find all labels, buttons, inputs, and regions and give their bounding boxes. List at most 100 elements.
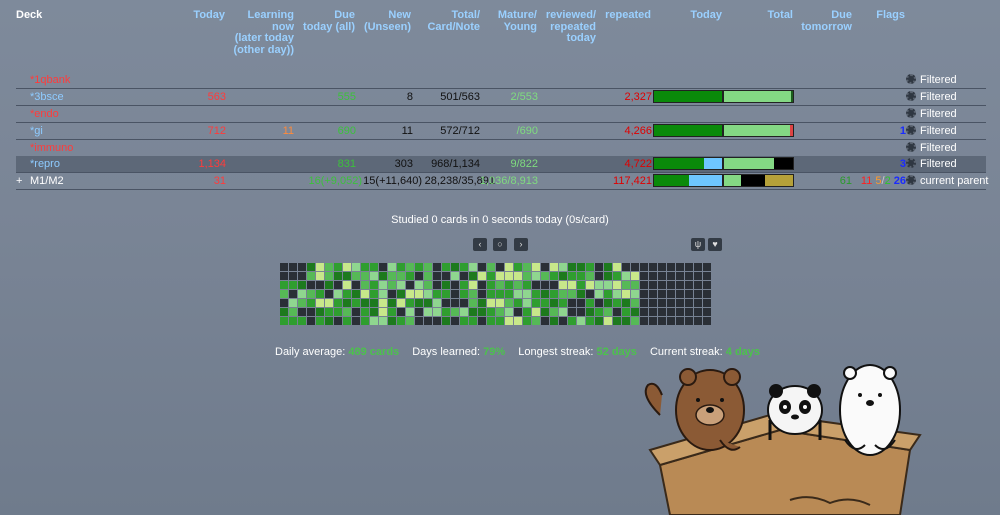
heatmap-cell[interactable]	[577, 281, 585, 289]
heatmap-cell[interactable]	[703, 299, 711, 307]
heatmap-cell[interactable]	[577, 272, 585, 280]
heatmap-cell[interactable]	[586, 281, 594, 289]
heatmap-cell[interactable]	[649, 290, 657, 298]
deck-action[interactable]: current parent	[920, 175, 989, 187]
heatmap-cell[interactable]	[325, 308, 333, 316]
heatmap-cell[interactable]	[523, 308, 531, 316]
heatmap-cell[interactable]	[577, 263, 585, 271]
heatmap-cell[interactable]	[667, 290, 675, 298]
heatmap-cell[interactable]	[316, 308, 324, 316]
heatmap-cell[interactable]	[496, 290, 504, 298]
heatmap-cell[interactable]	[361, 299, 369, 307]
deck-name[interactable]: *3bsce	[30, 91, 64, 103]
heatmap-cell[interactable]	[460, 299, 468, 307]
heatmap-cell[interactable]	[568, 272, 576, 280]
heatmap-cell[interactable]	[667, 317, 675, 325]
heatmap-cell[interactable]	[586, 272, 594, 280]
heatmap-cell[interactable]	[316, 317, 324, 325]
heatmap-cell[interactable]	[352, 272, 360, 280]
heatmap-cell[interactable]	[280, 308, 288, 316]
heatmap-cell[interactable]	[298, 281, 306, 289]
deck-action[interactable]: Filtered	[920, 125, 957, 137]
heatmap-cell[interactable]	[370, 281, 378, 289]
heatmap-cell[interactable]	[577, 299, 585, 307]
gear-icon[interactable]	[906, 74, 916, 84]
heatmap-cell[interactable]	[469, 263, 477, 271]
heatmap-cell[interactable]	[442, 299, 450, 307]
heatmap-cell[interactable]	[298, 263, 306, 271]
heatmap-cell[interactable]	[388, 272, 396, 280]
heatmap-cell[interactable]	[289, 272, 297, 280]
heatmap-cell[interactable]	[604, 272, 612, 280]
heatmap-cell[interactable]	[676, 308, 684, 316]
heatmap-cell[interactable]	[577, 308, 585, 316]
gear-icon[interactable]	[906, 142, 916, 152]
heatmap-cell[interactable]	[505, 281, 513, 289]
heatmap-cell[interactable]	[568, 308, 576, 316]
heatmap-cell[interactable]	[631, 317, 639, 325]
heatmap-cell[interactable]	[307, 272, 315, 280]
heatmap-cell[interactable]	[478, 317, 486, 325]
heatmap-cell[interactable]	[379, 290, 387, 298]
heatmap-cell[interactable]	[658, 281, 666, 289]
heatmap-cell[interactable]	[496, 308, 504, 316]
heatmap-cell[interactable]	[397, 281, 405, 289]
heatmap-cell[interactable]	[352, 281, 360, 289]
heatmap-cell[interactable]	[433, 281, 441, 289]
heatmap-cell[interactable]	[586, 317, 594, 325]
heatmap-cell[interactable]	[451, 290, 459, 298]
heatmap-cell[interactable]	[460, 308, 468, 316]
gear-icon[interactable]	[906, 108, 916, 118]
deck-action[interactable]: Filtered	[920, 91, 957, 103]
heatmap-cell[interactable]	[478, 299, 486, 307]
heatmap-cell[interactable]	[694, 299, 702, 307]
heatmap-cell[interactable]	[352, 290, 360, 298]
heatmap-cell[interactable]	[352, 317, 360, 325]
heatmap-cell[interactable]	[406, 281, 414, 289]
heatmap-cell[interactable]	[613, 272, 621, 280]
heatmap-cell[interactable]	[325, 299, 333, 307]
heatmap-cell[interactable]	[397, 290, 405, 298]
heatmap-cell[interactable]	[505, 290, 513, 298]
heatmap-cell[interactable]	[703, 290, 711, 298]
heatmap-cell[interactable]	[559, 290, 567, 298]
heatmap-cell[interactable]	[505, 272, 513, 280]
heatmap-cell[interactable]	[397, 263, 405, 271]
deck-name[interactable]: *gi	[30, 125, 43, 137]
heatmap-cell[interactable]	[478, 290, 486, 298]
heatmap-cell[interactable]	[442, 263, 450, 271]
heatmap-cell[interactable]	[487, 317, 495, 325]
heatmap-cell[interactable]	[559, 263, 567, 271]
heatmap-cell[interactable]	[631, 263, 639, 271]
heatmap-cell[interactable]	[370, 290, 378, 298]
heatmap-cell[interactable]	[586, 290, 594, 298]
heatmap-cell[interactable]	[343, 317, 351, 325]
heatmap-cell[interactable]	[694, 263, 702, 271]
heatmap-cell[interactable]	[550, 281, 558, 289]
heatmap-cell[interactable]	[415, 263, 423, 271]
fork-knife-icon[interactable]: ψ	[691, 238, 705, 251]
heatmap-cell[interactable]	[442, 290, 450, 298]
heatmap-cell[interactable]	[694, 317, 702, 325]
heatmap-cell[interactable]	[316, 272, 324, 280]
heatmap-cell[interactable]	[550, 317, 558, 325]
heatmap-cell[interactable]	[640, 281, 648, 289]
heatmap-cell[interactable]	[685, 299, 693, 307]
heatmap-cell[interactable]	[433, 290, 441, 298]
heatmap-cell[interactable]	[595, 308, 603, 316]
gear-icon[interactable]	[906, 158, 916, 168]
heatmap-cell[interactable]	[676, 263, 684, 271]
heatmap-cell[interactable]	[622, 317, 630, 325]
heatmap-cell[interactable]	[514, 308, 522, 316]
deck-action[interactable]: Filtered	[920, 108, 957, 120]
heatmap-cell[interactable]	[289, 263, 297, 271]
heatmap-cell[interactable]	[478, 263, 486, 271]
heatmap-cell[interactable]	[496, 281, 504, 289]
heatmap-cell[interactable]	[388, 263, 396, 271]
heatmap-cell[interactable]	[685, 263, 693, 271]
heatmap-cell[interactable]	[370, 272, 378, 280]
heatmap-cell[interactable]	[703, 317, 711, 325]
heatmap-cell[interactable]	[613, 290, 621, 298]
heatmap-cell[interactable]	[622, 272, 630, 280]
heatmap-cell[interactable]	[307, 290, 315, 298]
